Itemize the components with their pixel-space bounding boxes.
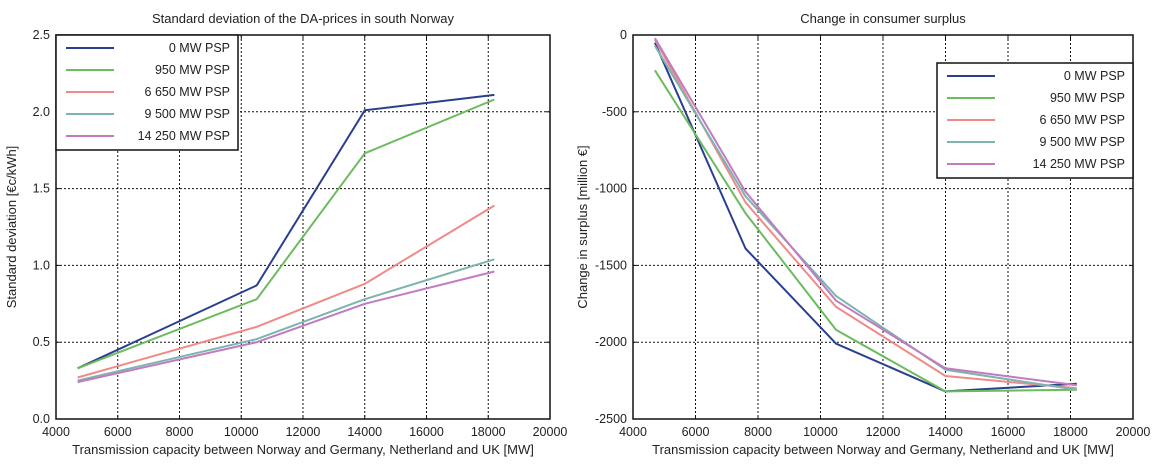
x-tick-label: 6000 [682, 425, 710, 439]
legend-label: 950 MW PSP [155, 63, 230, 77]
legend-label: 950 MW PSP [1050, 91, 1125, 105]
legend-label: 6 650 MW PSP [145, 85, 230, 99]
x-tick-label: 14000 [928, 425, 963, 439]
x-tick-label: 20000 [1116, 425, 1151, 439]
y-axis-label: Standard deviation [€c/kWh] [4, 146, 19, 309]
y-axis-label: Change in surplus [million €] [575, 145, 590, 308]
x-tick-label: 20000 [533, 425, 568, 439]
y-tick-label: -1500 [595, 258, 627, 272]
x-tick-label: 18000 [1053, 425, 1088, 439]
legend-label: 14 250 MW PSP [1033, 157, 1125, 171]
y-tick-label: 1.0 [33, 258, 50, 272]
y-tick-label: -2500 [595, 412, 627, 426]
legend-label: 0 MW PSP [1064, 69, 1125, 83]
chart-1: 4000 6000 8000 10000 12000 14000 16000 18000 200… [4, 11, 567, 457]
legend: 0 MW PSP 950 MW PSP 6 650 MW PSP 9 500 MW P… [936, 62, 1134, 179]
x-tick-label: 10000 [224, 425, 259, 439]
series-line-5 [654, 37, 1077, 387]
y-tick-label: 0.5 [33, 335, 50, 349]
x-tick-label: 6000 [104, 425, 132, 439]
series-line-3 [77, 204, 495, 379]
y-tick-label: 0 [620, 28, 627, 42]
x-tick-label: 14000 [347, 425, 382, 439]
x-axis-label: Transmission capacity between Norway and… [652, 442, 1114, 457]
legend-label: 14 250 MW PSP [138, 129, 230, 143]
y-tick-label: -500 [602, 105, 627, 119]
y-tick-label: 0.0 [33, 412, 50, 426]
legend-label: 0 MW PSP [169, 41, 230, 55]
legend-label: 9 500 MW PSP [1040, 135, 1125, 149]
x-tick-label: 12000 [866, 425, 901, 439]
series-line-4 [654, 45, 1077, 391]
y-tick-label: 1.5 [33, 182, 50, 196]
series-line-4 [77, 258, 495, 382]
series-line-1 [77, 93, 495, 370]
legend: 0 MW PSP 950 MW PSP 6 650 MW PSP 9 500 MW P… [55, 34, 239, 151]
x-tick-label: 12000 [286, 425, 321, 439]
series-line-5 [77, 270, 495, 384]
chart-title: Standard deviation of the DA-prices in s… [152, 11, 455, 26]
chart-title: Change in consumer surplus [800, 11, 966, 26]
y-tick-label: 2.5 [33, 28, 50, 42]
x-tick-label: 16000 [991, 425, 1026, 439]
series-line-3 [654, 39, 1077, 390]
x-tick-label: 4000 [42, 425, 70, 439]
x-tick-label: 8000 [166, 425, 194, 439]
series-line-2 [654, 69, 1077, 393]
y-tick-label: -2000 [595, 335, 627, 349]
x-tick-label: 16000 [409, 425, 444, 439]
plot-frame [632, 34, 1134, 420]
x-axis-label: Transmission capacity between Norway and… [72, 442, 534, 457]
legend-label: 9 500 MW PSP [145, 107, 230, 121]
series-line-2 [77, 98, 495, 370]
plot-frame [55, 34, 551, 420]
y-tick-label: 2.0 [33, 105, 50, 119]
x-tick-label: 4000 [619, 425, 647, 439]
x-tick-label: 18000 [471, 425, 506, 439]
x-tick-label: 8000 [744, 425, 772, 439]
series-line-1 [653, 42, 1077, 393]
x-tick-label: 10000 [803, 425, 838, 439]
chart-2: 4000 6000 8000 10000 12000 14000 16000 18000 200… [575, 11, 1150, 457]
y-tick-label: -1000 [595, 182, 627, 196]
legend-label: 6 650 MW PSP [1040, 113, 1125, 127]
